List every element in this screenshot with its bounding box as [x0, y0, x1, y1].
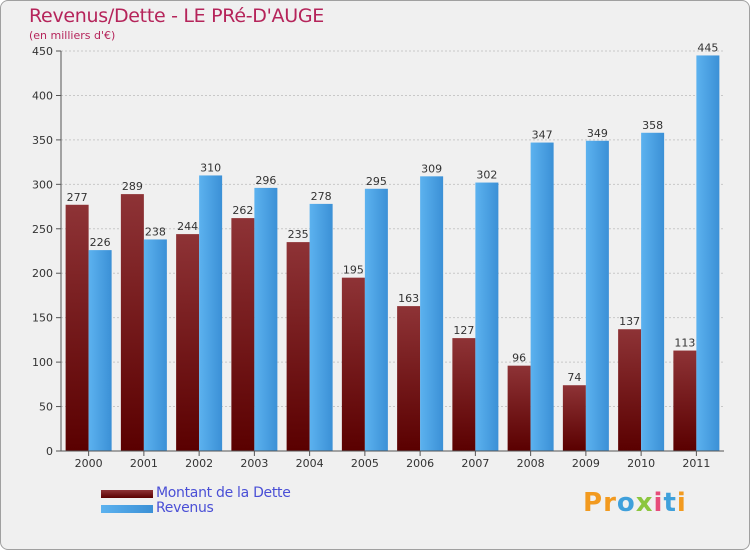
- logo-letter: i: [676, 488, 687, 518]
- bar-revenus: [641, 132, 665, 451]
- bar-dette: [452, 338, 476, 451]
- data-label: 96: [512, 352, 526, 365]
- logo-letter: x: [635, 488, 654, 518]
- data-label: 349: [587, 127, 608, 140]
- x-tick-label: 2005: [351, 457, 379, 470]
- data-label: 244: [177, 220, 198, 233]
- y-tick-label: 400: [32, 89, 53, 102]
- data-label: 137: [619, 315, 640, 328]
- data-label: 358: [642, 119, 663, 132]
- bar-dette: [65, 204, 89, 451]
- bar-revenus: [696, 55, 720, 451]
- bar-revenus: [254, 187, 278, 451]
- bar-dette: [286, 242, 310, 451]
- data-label: 347: [532, 129, 553, 142]
- x-tick-label: 2010: [627, 457, 655, 470]
- data-label: 278: [311, 190, 332, 203]
- data-label: 296: [255, 174, 276, 187]
- logo-letter: o: [616, 488, 636, 518]
- data-label: 309: [421, 162, 442, 175]
- data-label: 310: [200, 161, 221, 174]
- x-tick-label: 2011: [682, 457, 710, 470]
- y-tick-label: 350: [32, 134, 53, 147]
- y-tick-label: 200: [32, 267, 53, 280]
- legend-label-dette: Montant de la Dette: [156, 485, 291, 501]
- y-tick-label: 50: [39, 401, 53, 414]
- y-tick-label: 450: [32, 45, 53, 58]
- bar-dette: [176, 234, 200, 451]
- bar-revenus: [88, 250, 112, 451]
- data-label: 195: [343, 264, 364, 277]
- bar-revenus: [364, 188, 388, 451]
- data-label: 163: [398, 292, 419, 305]
- bar-revenus: [143, 239, 167, 451]
- y-tick-label: 0: [46, 445, 53, 458]
- x-tick-label: 2000: [75, 457, 103, 470]
- bar-dette: [397, 306, 421, 451]
- data-label: 235: [288, 228, 309, 241]
- bar-revenus: [199, 175, 223, 451]
- y-tick-label: 300: [32, 178, 53, 191]
- bar-revenus: [420, 176, 444, 452]
- data-label: 302: [476, 169, 497, 182]
- proxiti-logo: Proxiti: [583, 488, 687, 518]
- bar-revenus: [530, 142, 554, 452]
- y-tick-label: 100: [32, 356, 53, 369]
- data-label: 445: [697, 41, 718, 54]
- bar-dette: [120, 194, 144, 451]
- data-label: 226: [90, 236, 111, 249]
- y-tick-label: 250: [32, 223, 53, 236]
- chart-subtitle: (en milliers d'€): [29, 29, 116, 42]
- data-label: 289: [122, 180, 143, 193]
- x-tick-label: 2007: [461, 457, 489, 470]
- bar-revenus: [475, 182, 499, 452]
- plot-area: [61, 51, 724, 451]
- x-tick-label: 2004: [296, 457, 324, 470]
- x-tick-label: 2009: [572, 457, 600, 470]
- x-tick-label: 2001: [130, 457, 158, 470]
- legend-label-revenus: Revenus: [156, 500, 214, 516]
- x-tick-label: 2008: [517, 457, 545, 470]
- data-label: 262: [232, 204, 253, 217]
- data-label: 127: [453, 324, 474, 337]
- bar-dette: [562, 385, 586, 451]
- legend-swatch-revenus: [101, 505, 153, 513]
- x-tick-label: 2006: [406, 457, 434, 470]
- bar-dette: [507, 365, 531, 451]
- data-label: 295: [366, 175, 387, 188]
- bar-dette: [231, 218, 255, 451]
- bar-dette: [341, 277, 365, 451]
- bar-dette: [673, 350, 697, 451]
- data-label: 238: [145, 225, 166, 238]
- legend-swatch-dette: [101, 490, 153, 498]
- x-tick-label: 2003: [240, 457, 268, 470]
- logo-letter: r: [603, 488, 617, 518]
- x-tick-label: 2002: [185, 457, 213, 470]
- data-label: 74: [567, 371, 581, 384]
- logo-letter: i: [653, 488, 664, 518]
- data-label: 113: [674, 337, 695, 350]
- bar-revenus: [309, 203, 333, 451]
- logo-letter: P: [583, 488, 604, 518]
- bar-dette: [618, 329, 642, 451]
- chart-title: Revenus/Dette - LE PRé-D'AUGE: [29, 5, 324, 27]
- logo-letter: t: [663, 488, 677, 518]
- data-label: 277: [67, 191, 88, 204]
- y-tick-label: 150: [32, 312, 53, 325]
- bar-revenus: [585, 140, 609, 451]
